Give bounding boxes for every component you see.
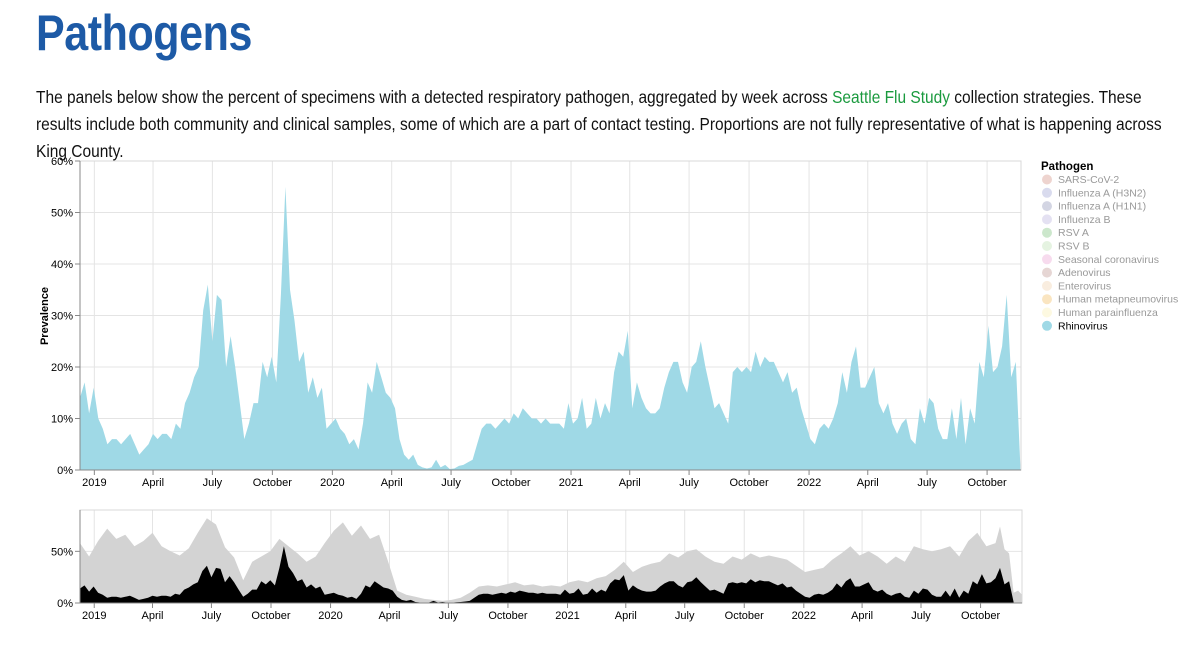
legend-swatch: [1042, 254, 1052, 265]
legend-swatch: [1042, 201, 1052, 212]
legend-swatch: [1042, 307, 1052, 318]
description-text-after: collection strategies. These results inc…: [36, 87, 1162, 161]
legend-item-influenza-a-h1n1[interactable]: Influenza A (H1N1): [1042, 201, 1146, 213]
legend-label: RSV A: [1058, 227, 1089, 239]
page-description: The panels below show the percent of spe…: [36, 84, 1171, 165]
legend-label: Influenza A (H3N2): [1058, 187, 1146, 199]
legend-item-human-metapneumovirus[interactable]: Human metapneumovirus: [1042, 294, 1178, 306]
overview-y-tick-label: 0%: [57, 598, 73, 610]
main-x-tick-label: July: [679, 477, 699, 489]
overview-x-tick-label: October: [961, 610, 1000, 622]
legend-item-adenovirus[interactable]: Adenovirus: [1042, 267, 1111, 279]
overview-y-axis: 0% 50%: [51, 546, 80, 610]
legend-item-rsv-a[interactable]: RSV A: [1042, 227, 1089, 239]
legend-label: Seasonal coronavirus: [1058, 254, 1159, 266]
legend-label: Influenza A (H1N1): [1058, 201, 1146, 213]
overview-y-tick-label: 50%: [51, 546, 73, 558]
overview-x-tick-label: April: [851, 610, 873, 622]
main-y-tick-label: 10%: [51, 414, 73, 426]
overview-area-rhinovirus: [80, 546, 1014, 603]
main-x-axis: 2019 April July October 2020 April July October…: [82, 470, 1007, 489]
page-title: Pathogens: [36, 5, 252, 61]
legend-swatch: [1042, 227, 1052, 238]
legend-swatch: [1042, 320, 1052, 331]
main-x-tick-label: July: [203, 477, 223, 489]
legend-label: SARS-CoV-2: [1058, 174, 1119, 186]
main-x-tick-label: April: [381, 477, 403, 489]
main-x-tick-label: 2020: [320, 477, 344, 489]
area-rhinovirus[interactable]: [80, 186, 1021, 471]
overview-x-tick-label: July: [202, 610, 222, 622]
legend-swatch: [1042, 187, 1052, 198]
legend-swatch: [1042, 241, 1052, 251]
legend-label: Adenovirus: [1058, 267, 1111, 279]
overview-x-tick-label: April: [615, 610, 637, 622]
overview-area-total: [80, 518, 1022, 603]
legend-swatch: [1042, 280, 1052, 291]
legend-swatch: [1042, 174, 1052, 185]
main-y-tick-label: 60%: [51, 156, 73, 168]
description-text-before: The panels below show the percent of spe…: [36, 87, 833, 107]
legend-label: Enterovirus: [1058, 280, 1111, 292]
main-x-tick-label: October: [491, 477, 530, 489]
legend-item-enterovirus[interactable]: Enterovirus: [1042, 280, 1111, 292]
main-x-tick-label: July: [917, 477, 937, 489]
legend-title: Pathogen: [1041, 161, 1093, 173]
overview-x-tick-label: July: [675, 610, 695, 622]
seattle-flu-study-link[interactable]: Seattle Flu Study: [832, 87, 951, 107]
legend-label: Influenza B: [1058, 214, 1111, 226]
legend-item-rsv-b[interactable]: RSV B: [1042, 241, 1090, 253]
legend-item-influenza-a-h3n2[interactable]: Influenza A (H3N2): [1042, 187, 1146, 199]
overview-x-axis: 2019 April July October 2020 April July October…: [82, 603, 1000, 622]
main-x-tick-label: 2021: [559, 477, 583, 489]
main-chart-grid: [80, 160, 1021, 470]
main-y-axis: 0% 10% 20% 30% 40% 50% 60%: [51, 156, 80, 477]
overview-x-tick-label: 2022: [792, 610, 816, 622]
overview-x-tick-label: October: [251, 610, 290, 622]
overview-x-tick-label: 2020: [318, 610, 342, 622]
overview-x-tick-label: July: [439, 610, 459, 622]
legend-label: RSV B: [1058, 241, 1090, 253]
main-x-tick-label: April: [619, 477, 641, 489]
overview-x-tick-label: July: [911, 610, 931, 622]
main-x-tick-label: July: [441, 477, 461, 489]
main-y-tick-label: 20%: [51, 362, 73, 374]
legend-item-sars-cov-2[interactable]: SARS-CoV-2: [1042, 174, 1119, 186]
legend-item-human-parainfluenza[interactable]: Human parainfluenza: [1042, 307, 1158, 319]
main-y-tick-label: 0%: [57, 465, 73, 477]
legend-label: Rhinovirus: [1058, 320, 1108, 332]
main-y-tick-label: 30%: [51, 311, 73, 323]
legend-item-seasonal-coronavirus[interactable]: Seasonal coronavirus: [1042, 254, 1159, 266]
overview-x-tick-label: October: [725, 610, 764, 622]
main-y-tick-label: 50%: [51, 208, 73, 220]
legend-label: Human parainfluenza: [1058, 307, 1158, 319]
overview-x-tick-label: April: [378, 610, 400, 622]
legend-swatch: [1042, 294, 1052, 305]
main-x-tick-label: 2019: [82, 477, 106, 489]
legend-item-rhinovirus[interactable]: Rhinovirus: [1042, 320, 1108, 332]
main-x-tick-label: April: [142, 477, 164, 489]
main-x-tick-label: April: [857, 477, 879, 489]
main-y-tick-label: 40%: [51, 259, 73, 271]
main-x-tick-label: 2022: [797, 477, 821, 489]
overview-x-tick-label: April: [142, 610, 164, 622]
legend-label: Human metapneumovirus: [1058, 294, 1178, 306]
overview-x-tick-label: October: [488, 610, 527, 622]
legend-swatch: [1042, 214, 1052, 225]
legend-swatch: [1042, 267, 1052, 278]
y-axis-title: Prevalence: [39, 287, 51, 345]
main-x-tick-label: October: [968, 477, 1007, 489]
overview-x-tick-label: 2019: [82, 610, 106, 622]
main-x-tick-label: October: [253, 477, 292, 489]
legend-item-influenza-b[interactable]: Influenza B: [1042, 214, 1111, 226]
overview-x-tick-label: 2021: [555, 610, 579, 622]
main-x-tick-label: October: [729, 477, 768, 489]
